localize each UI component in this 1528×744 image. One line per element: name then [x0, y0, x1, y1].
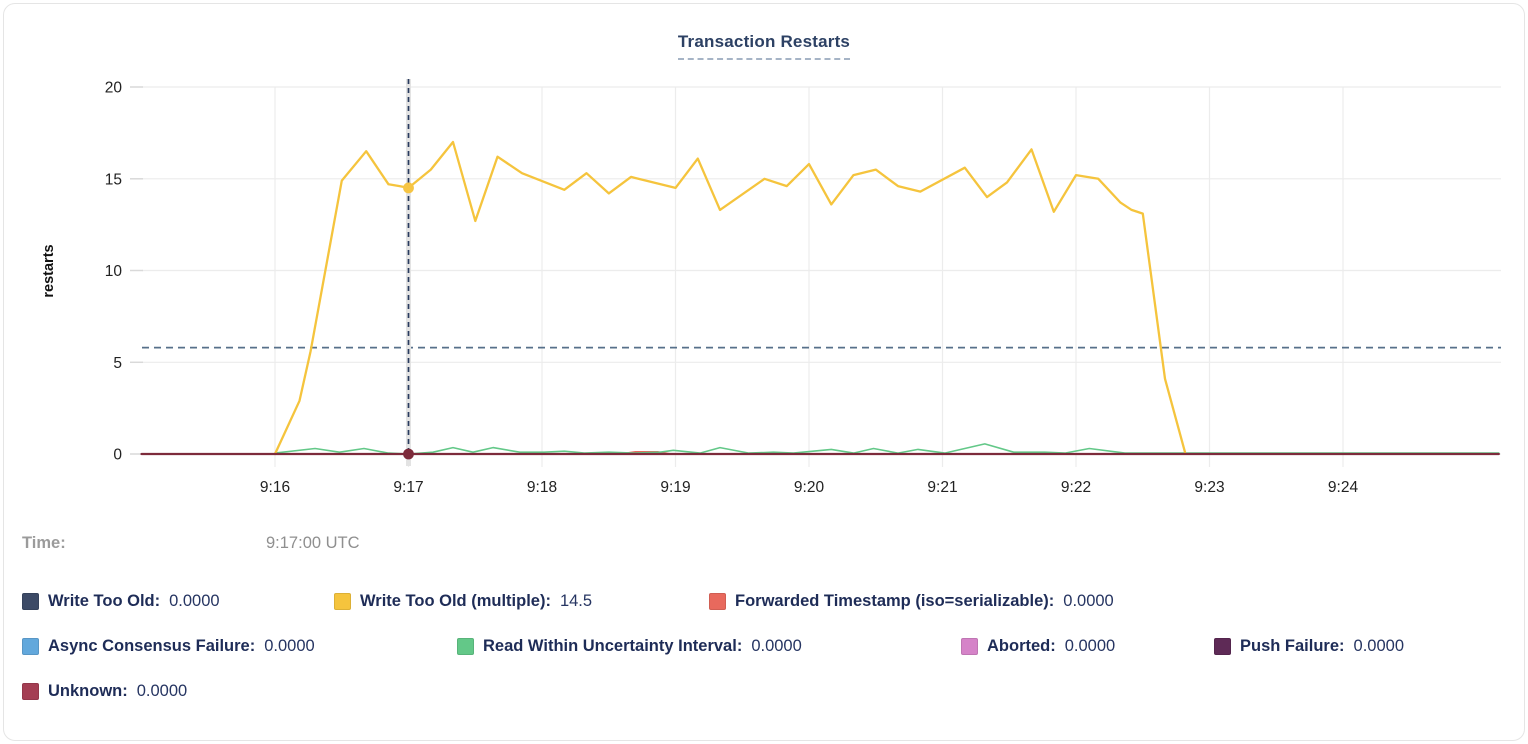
legend-swatch-icon	[1214, 637, 1231, 655]
legend-value: 0.0000	[1064, 636, 1116, 655]
x-tick-label: 9:21	[927, 479, 957, 494]
x-tick-label: 9:19	[660, 479, 690, 494]
legend-swatch-icon	[22, 592, 39, 610]
legend-label: Aborted:	[987, 636, 1056, 655]
y-tick-label: 5	[113, 355, 122, 372]
y-tick-label: 20	[105, 80, 123, 97]
legend-value: 0.0000	[169, 591, 220, 610]
legend-item-push-failure[interactable]: Push Failure: 0.0000	[1214, 637, 1404, 656]
legend-row: Write Too Old: 0.0000 Write Too Old (multi…	[22, 590, 1520, 612]
legend-item-write-too-old-multiple-[interactable]: Write Too Old (multiple): 14.5	[334, 592, 709, 611]
legend-value: 0.0000	[136, 681, 188, 700]
x-tick-label: 9:17	[393, 479, 423, 494]
legend-item-read-within-uncertainty-interval[interactable]: Read Within Uncertainty Interval: 0.0000	[457, 637, 961, 656]
legend-value: 14.5	[559, 591, 593, 610]
chart-header: Transaction Restarts	[4, 32, 1524, 60]
legend-label: Async Consensus Failure:	[48, 636, 256, 655]
legend-label: Forwarded Timestamp (iso=serializable):	[735, 591, 1055, 610]
legend-label: Write Too Old:	[48, 591, 161, 610]
legend-swatch-icon	[961, 637, 978, 655]
x-tick-label: 9:18	[527, 479, 557, 494]
chart-title[interactable]: Transaction Restarts	[677, 32, 851, 60]
legend-swatch-icon	[709, 592, 726, 610]
x-tick-label: 9:24	[1328, 479, 1359, 494]
legend-swatch-icon	[22, 637, 39, 655]
legend-value: 0.0000	[1063, 591, 1114, 610]
chart-card: Transaction Restarts 0 5 10 15 20 9:16 9:17 9:1…	[3, 3, 1525, 741]
crosshair-dot-unknown[interactable]	[403, 448, 414, 460]
transaction-restarts-chart[interactable]: 0 5 10 15 20 9:16 9:17 9:18 9:19 9:20 9:21 9:22 9:23…	[4, 62, 1528, 494]
legend-item-write-too-old[interactable]: Write Too Old: 0.0000	[22, 592, 334, 611]
legend-swatch-icon	[22, 682, 39, 700]
x-tick-label: 9:16	[260, 479, 290, 494]
legend-label: Unknown:	[48, 681, 128, 700]
x-tick-label: 9:20	[794, 479, 825, 494]
time-label: Time:	[22, 534, 66, 552]
legend-value: 0.0000	[751, 636, 802, 655]
legend-item-async-consensus-failure[interactable]: Async Consensus Failure: 0.0000	[22, 637, 457, 656]
legend-swatch-icon	[334, 592, 351, 610]
legend-label: Write Too Old (multiple):	[360, 591, 551, 610]
legend-value: 0.0000	[264, 636, 315, 655]
legend-swatch-icon	[457, 637, 474, 655]
legend-item-aborted[interactable]: Aborted: 0.0000	[961, 637, 1214, 656]
legend-row: Async Consensus Failure: 0.0000 Read Withi…	[22, 635, 1520, 657]
time-value: 9:17:00 UTC	[266, 534, 360, 552]
legend-label: Push Failure:	[1240, 636, 1345, 655]
x-tick-label: 9:23	[1194, 479, 1224, 494]
legend-item-unknown[interactable]: Unknown: 0.0000	[22, 682, 187, 701]
legend-row: Unknown: 0.0000	[22, 680, 1520, 702]
series-line-read-within-uncertainty-interval[interactable]	[274, 443, 1500, 455]
y-tick-label: 0	[113, 447, 122, 464]
x-tick-label: 9:22	[1061, 479, 1091, 494]
y-tick-label: 15	[105, 171, 122, 188]
y-axis-label: restarts	[41, 244, 57, 297]
legend-item-forwarded-timestamp-iso-serializable-[interactable]: Forwarded Timestamp (iso=serializable): 0…	[709, 592, 1114, 611]
y-tick-label: 10	[105, 263, 123, 280]
chart-legend: Write Too Old: 0.0000 Write Too Old (multi…	[22, 590, 1520, 725]
legend-label: Read Within Uncertainty Interval:	[483, 636, 743, 655]
crosshair-dot-write-too-old-multiple-[interactable]	[403, 182, 414, 194]
hover-time-row: Time: 9:17:00 UTC	[22, 534, 1512, 558]
legend-value: 0.0000	[1353, 636, 1404, 655]
